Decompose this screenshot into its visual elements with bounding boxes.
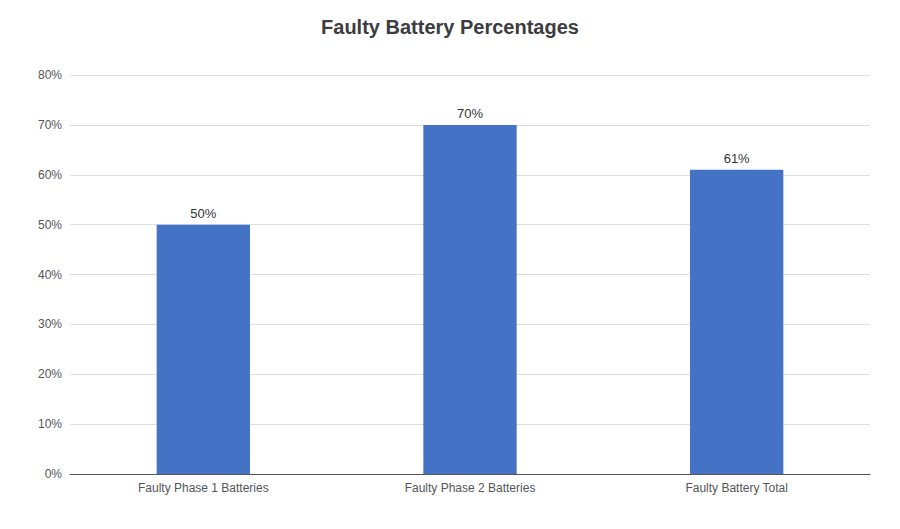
svg-text:Faulty Battery Total: Faulty Battery Total xyxy=(685,481,788,495)
svg-text:50%: 50% xyxy=(38,218,62,232)
svg-text:Faulty Phase 2 Batteries: Faulty Phase 2 Batteries xyxy=(405,481,536,495)
svg-text:70%: 70% xyxy=(457,106,483,121)
svg-text:80%: 80% xyxy=(38,68,62,82)
svg-text:Faulty Phase 1 Batteries: Faulty Phase 1 Batteries xyxy=(138,481,269,495)
svg-text:0%: 0% xyxy=(45,467,63,481)
svg-text:40%: 40% xyxy=(38,268,62,282)
svg-text:50%: 50% xyxy=(190,206,216,221)
svg-text:60%: 60% xyxy=(38,168,62,182)
svg-text:61%: 61% xyxy=(724,151,750,166)
svg-text:Faulty Battery Percentages: Faulty Battery Percentages xyxy=(321,16,579,38)
svg-text:20%: 20% xyxy=(38,367,62,381)
svg-text:10%: 10% xyxy=(38,417,62,431)
svg-text:70%: 70% xyxy=(38,118,62,132)
svg-text:30%: 30% xyxy=(38,317,62,331)
